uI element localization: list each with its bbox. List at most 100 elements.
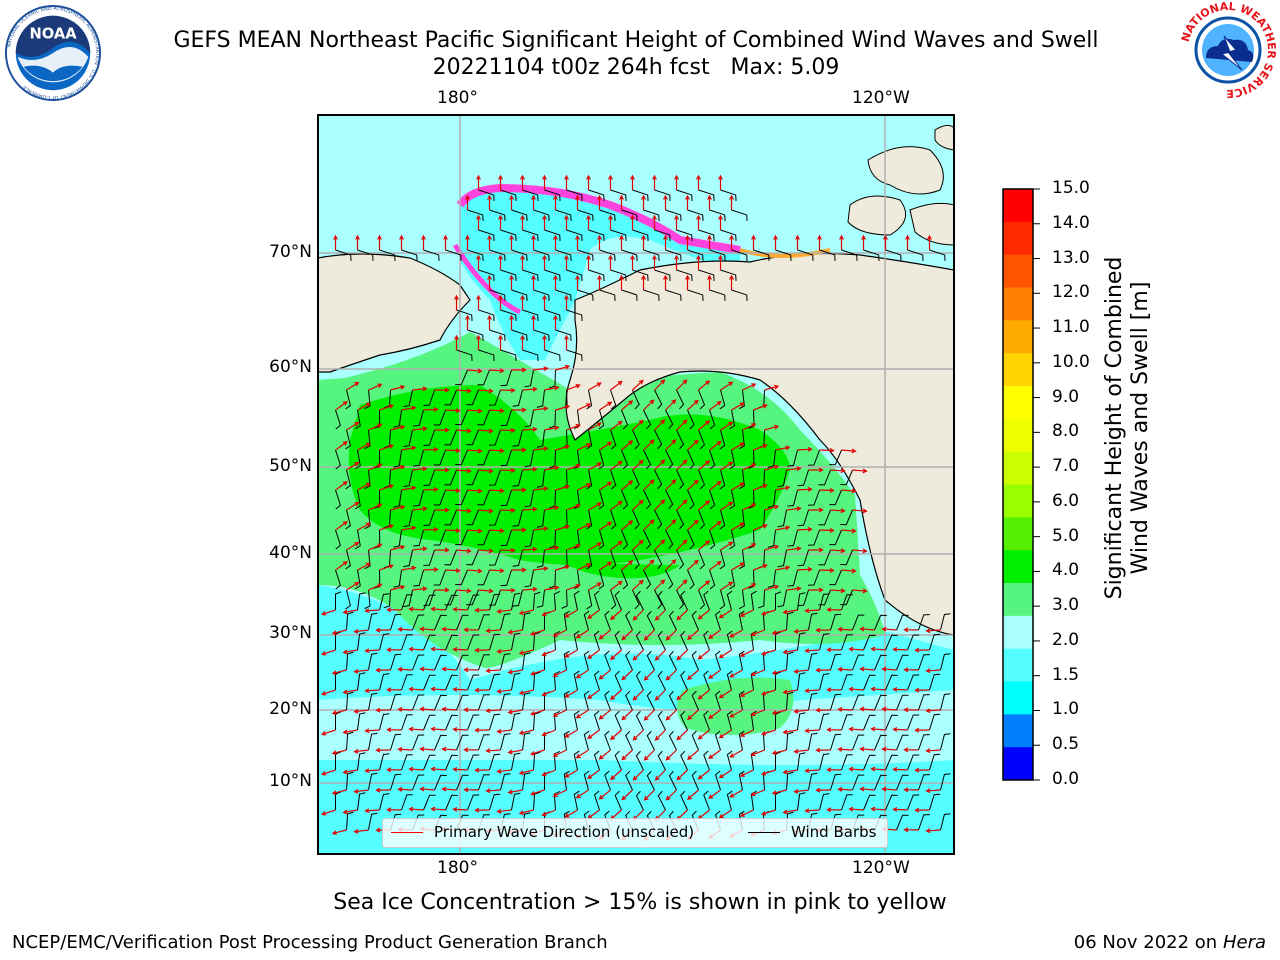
wave-direction-arrow [331,629,347,635]
wave-direction-arrow [541,729,556,737]
wave-direction-arrow [555,404,571,411]
wind-barb [455,529,468,546]
wave-direction-arrow [870,766,886,772]
wave-direction-arrow [771,749,787,755]
wave-direction-arrow [697,649,710,660]
wind-barb [731,249,748,261]
wind-barb [775,591,782,611]
wind-barb [720,229,737,241]
wave-direction-arrow [903,747,919,753]
wave-direction-arrow [696,254,701,270]
wave-direction-arrow [630,214,635,230]
lat-label-60n: 60°N [269,357,312,377]
wind-barb [929,753,941,771]
wave-direction-arrow [478,508,494,514]
wind-barb [829,569,842,586]
wave-direction-arrow [419,786,435,792]
wave-direction-arrow [575,789,589,799]
wave-direction-arrow [386,687,402,693]
wave-direction-arrow [610,769,622,781]
wave-direction-arrow [588,462,602,471]
wind-barb [654,389,663,410]
wave-direction-arrow [564,254,569,270]
wave-direction-arrow [687,749,699,761]
wave-direction-arrow [632,729,644,741]
wave-direction-arrow [652,214,657,230]
footer-org: NCEP/EMC/Verification Post Processing Pr… [12,932,608,953]
wind-barb [555,289,572,301]
wave-direction-arrow [531,274,536,290]
wave-direction-arrow [401,565,417,571]
wave-direction-arrow [817,234,822,250]
wave-direction-arrow [665,669,677,681]
wind-barb [466,469,479,486]
wind-barb [345,389,351,410]
wind-barb [357,632,366,651]
wave-direction-arrow [353,628,369,634]
wind-barb [691,690,699,711]
wave-direction-arrow [632,459,644,471]
wave-direction-arrow [697,729,710,740]
wave-direction-arrow [729,234,734,250]
wave-direction-arrow [434,547,450,553]
wind-barb [632,189,649,201]
wave-direction-arrow [696,214,701,230]
wave-direction-arrow [346,381,360,391]
wind-barb [797,509,809,527]
wave-direction-arrow [698,420,711,431]
wave-direction-arrow [883,234,888,250]
wind-barb [767,449,776,468]
wave-direction-arrow [771,789,787,795]
wave-direction-arrow [544,385,560,391]
wind-barb [413,529,424,547]
wave-direction-arrow [485,668,501,674]
wind-barb [621,209,638,221]
wave-direction-arrow [390,464,406,471]
wave-direction-arrow [859,786,875,792]
wind-barb [433,449,446,466]
wave-direction-arrow [555,484,571,491]
wind-barb [635,750,644,771]
wave-direction-arrow [641,194,646,210]
wave-direction-arrow [456,468,472,474]
wind-barb [489,793,501,811]
wave-direction-arrow [552,629,567,637]
wave-direction-arrow [463,707,479,713]
wave-direction-arrow [379,524,394,531]
wave-direction-arrow [804,648,820,654]
wind-barb [698,509,706,530]
wave-direction-arrow [386,767,402,773]
wind-barb [423,429,435,446]
wind-barb [533,249,550,261]
colorbar-cell [1003,484,1033,518]
wind-barb [598,409,605,430]
wave-direction-arrow [476,294,481,310]
wave-direction-arrow [342,769,358,775]
arctic-sea [460,188,740,360]
wave-direction-arrow [496,648,512,654]
wave-direction-arrow [848,766,864,772]
wind-barb [687,409,695,430]
wind-barb [455,569,468,586]
wave-direction-arrow [764,504,780,511]
wave-direction-arrow [597,234,602,250]
wind-barb [819,633,830,651]
wave-direction-arrow [412,386,428,392]
wind-barb [412,694,425,711]
wind-barbs [335,189,951,831]
wind-barb [536,589,545,608]
wind-barb [489,713,501,731]
wind-barb [719,469,726,490]
wave-direction-arrow [522,426,538,432]
wind-barb [643,489,652,510]
colorbar-tick-label: 13.0 [1052,247,1090,268]
wave-direction-arrow [750,749,765,757]
wave-direction-arrow [643,789,655,801]
wave-direction-arrow [632,419,644,431]
wave-direction-arrow [826,647,842,653]
wave-direction-arrow [837,786,853,792]
wind-barb [533,711,541,731]
wave-direction-arrow [342,649,358,655]
wind-barb [929,633,941,651]
wind-barb [676,589,685,610]
